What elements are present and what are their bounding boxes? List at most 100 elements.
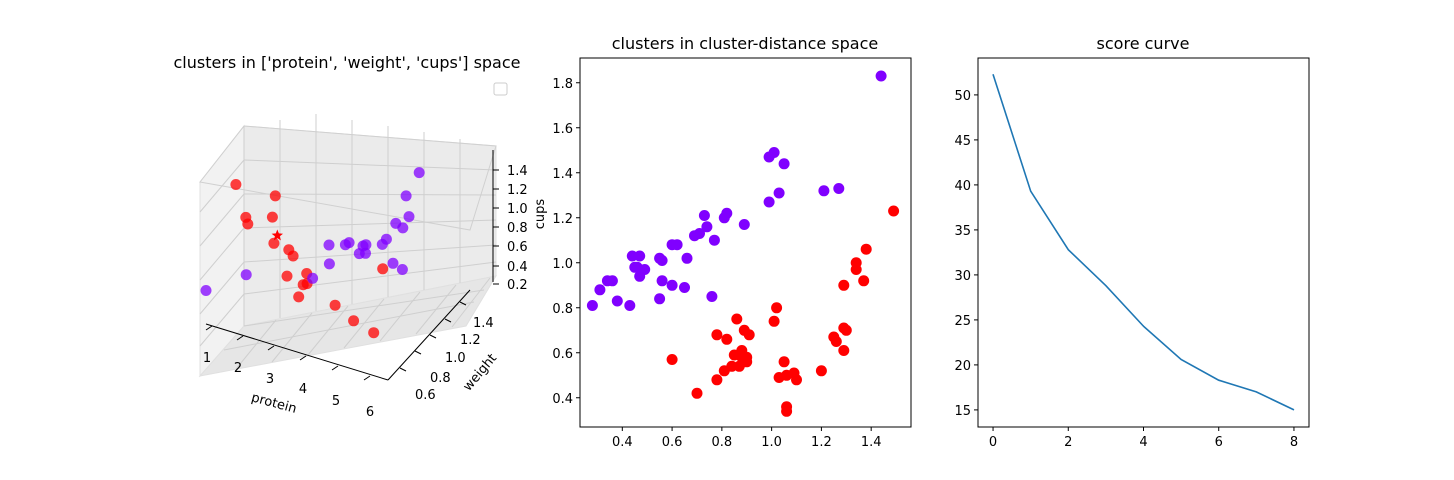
y-tick-label-3d: 1.0 — [445, 351, 466, 366]
y-tick-label: 1.6 — [552, 122, 573, 137]
y-axis-label-2: cups — [533, 199, 548, 230]
scatter-point — [606, 275, 618, 287]
z-tick-label-3d: 1.0 — [507, 202, 528, 217]
x-tick-label: 0.4 — [612, 435, 633, 450]
scatter3d-point — [242, 218, 254, 230]
scatter3d-point — [396, 264, 408, 275]
scatter3d-point — [269, 190, 281, 202]
scatter3d-point — [307, 272, 319, 284]
scatter-point — [708, 234, 720, 246]
panel-3d-scatter: clusters in ['protein', 'weight', 'cups'… — [174, 53, 528, 420]
x-tick-label-3d: 1 — [203, 351, 211, 366]
panel-line: score curve 0 2 4 6 8 15 20 25 30 35 40 45 50 — [954, 34, 1310, 450]
chart1-title: clusters in ['protein', 'weight', 'cups'… — [174, 53, 521, 72]
score-line — [992, 73, 1295, 411]
x-tick-label: 4 — [1139, 435, 1147, 450]
scatter-point — [778, 158, 790, 170]
scatter-point — [711, 329, 723, 341]
y-tick-label: 1.2 — [552, 212, 573, 227]
scatter3d-point — [377, 263, 389, 275]
scatter3d-point — [268, 237, 280, 249]
y-tick-label: 20 — [954, 359, 971, 374]
scatter-point — [768, 315, 780, 327]
scatter3d-point — [348, 315, 360, 327]
scatter-point — [624, 300, 636, 311]
y-tick-label: 0.4 — [552, 392, 573, 407]
scatter-point — [838, 279, 850, 291]
z-tick-label-3d: 0.4 — [507, 260, 528, 275]
scatter3d-point — [357, 240, 369, 252]
scatter-point — [778, 356, 790, 368]
y-axis-label-3d: weight — [460, 351, 500, 394]
z-tick-label-3d: 0.6 — [507, 240, 528, 255]
x-ticks-2: 0.4 0.6 0.8 1.0 1.2 1.4 — [612, 427, 882, 450]
y-tick-label-3d: 0.6 — [415, 388, 436, 403]
scatter3d-point — [339, 239, 351, 251]
chart3-title: score curve — [1097, 34, 1190, 53]
scatter3d-point — [293, 291, 305, 303]
scatter-point — [741, 356, 753, 368]
x-tick-label: 8 — [1290, 435, 1298, 450]
y-tick-label: 1.8 — [552, 77, 573, 92]
scatter3d-point — [397, 222, 409, 234]
y-tick-label: 50 — [954, 89, 971, 104]
scatter-point — [743, 329, 755, 341]
scatter-point — [875, 70, 887, 82]
y-tick-label: 40 — [954, 179, 971, 194]
scatter-point — [654, 293, 666, 305]
scatter3d-point — [200, 285, 212, 296]
scatter-point — [666, 354, 678, 365]
scatter-point — [731, 313, 743, 325]
scatter3d-point — [287, 250, 299, 262]
scatter-point — [691, 387, 703, 399]
y-tick-label-3d: 1.2 — [460, 333, 481, 348]
x-axis-line-3d — [205, 323, 389, 381]
pane-top-edge — [199, 125, 497, 231]
scatter-point — [679, 282, 690, 293]
scatter-point — [830, 336, 842, 347]
z-tick-label-3d: 0.2 — [507, 278, 528, 293]
y-ticks-3d: 0.6 0.8 1.0 1.2 1.4 — [399, 301, 494, 403]
x-axis-label-3d: protein — [250, 390, 299, 416]
scatter-point — [721, 207, 733, 219]
chart2-title: clusters in cluster-distance space — [612, 34, 879, 53]
z-ticks-3d: 0.2 0.4 0.6 0.8 1.0 1.2 1.4 — [493, 164, 528, 293]
x-ticks-3: 0 2 4 6 8 — [989, 427, 1298, 450]
x-ticks-3d: 1 2 3 4 5 6 — [203, 325, 374, 420]
scatter-points — [586, 70, 900, 417]
scatter3d-point — [323, 239, 335, 251]
scatter-point — [706, 291, 718, 302]
scatter-point — [701, 221, 713, 233]
y-ticks-3: 15 20 25 30 35 40 45 50 — [954, 89, 978, 419]
y-axis-line-3d — [387, 289, 471, 381]
y-tick-label: 0.8 — [552, 302, 573, 317]
x-tick-label-3d: 4 — [299, 382, 307, 397]
z-tick-label-3d: 1.4 — [507, 164, 528, 179]
scatter3d-point — [230, 179, 242, 190]
scatter-point — [818, 185, 830, 197]
scatter-point — [698, 210, 710, 221]
scatter-point — [694, 228, 705, 239]
x-tick-label: 0.8 — [712, 435, 733, 450]
scatter-point — [738, 219, 750, 230]
scatter-point — [773, 187, 785, 199]
scatter-point — [671, 239, 683, 251]
y-tick-label: 0.6 — [552, 347, 573, 362]
y-tick-label: 1.0 — [552, 257, 573, 272]
scatter3d-point — [413, 167, 425, 179]
scatter3d-point — [403, 211, 415, 223]
scatter3d-point — [323, 258, 335, 270]
y-tick-label: 1.4 — [552, 167, 573, 182]
plot-area-2 — [579, 57, 912, 428]
scatter-point — [586, 300, 598, 311]
scatter3d-point — [281, 270, 293, 282]
scatter-point — [771, 302, 783, 314]
scatter-point — [656, 275, 668, 287]
scatter3d-point — [387, 257, 399, 269]
scatter3d-points — [200, 167, 425, 339]
scatter-point — [838, 345, 850, 356]
panel-scatter: clusters in cluster-distance space cups … — [533, 34, 912, 450]
y-tick-label-3d: 0.8 — [430, 371, 451, 386]
scatter3d-point — [368, 327, 380, 339]
